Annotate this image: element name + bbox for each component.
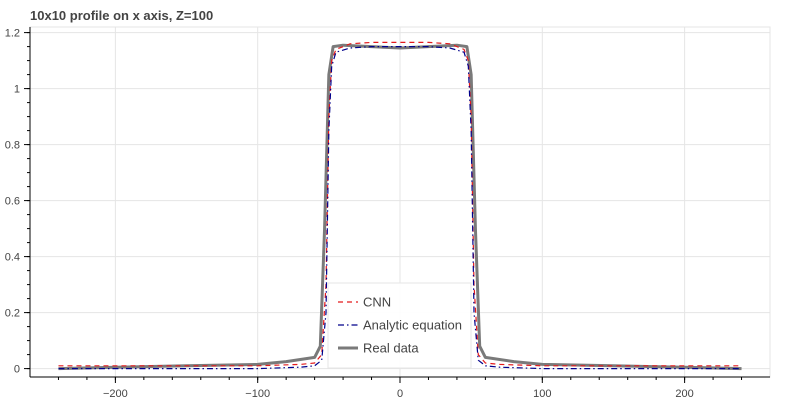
x-tick-label: 0 xyxy=(397,388,403,400)
series-line-cnn xyxy=(58,41,742,367)
y-tick-label: 1 xyxy=(14,84,20,96)
x-tick-label: 200 xyxy=(675,388,693,400)
legend: CNN Analytic equation Real data xyxy=(327,282,472,369)
series-layer xyxy=(58,41,742,371)
y-tick-label: 1.2 xyxy=(5,28,20,40)
y-tick-label: 0.2 xyxy=(5,308,20,320)
y-tick-label: 0 xyxy=(14,364,20,376)
chart-title: 10x10 profile on x axis, Z=100 xyxy=(30,8,213,23)
y-tick-label: 0.6 xyxy=(5,196,20,208)
axes: 0 0.2 0.4 0.6 0.8 1 1.2 −200 −100 0 100 200 xyxy=(5,27,770,400)
legend-label: CNN xyxy=(363,295,391,310)
legend-label: Analytic equation xyxy=(363,318,462,333)
y-tick-label: 0.4 xyxy=(5,252,20,264)
y-tick-label: 0.8 xyxy=(5,140,20,152)
series-line-real-data xyxy=(58,43,742,371)
grid xyxy=(30,27,770,377)
series-line-analytic-equation xyxy=(58,46,742,370)
x-tick-label: −100 xyxy=(245,388,270,400)
x-tick-label: −200 xyxy=(103,388,128,400)
legend-label: Real data xyxy=(363,341,419,356)
x-tick-label: 100 xyxy=(533,388,551,400)
